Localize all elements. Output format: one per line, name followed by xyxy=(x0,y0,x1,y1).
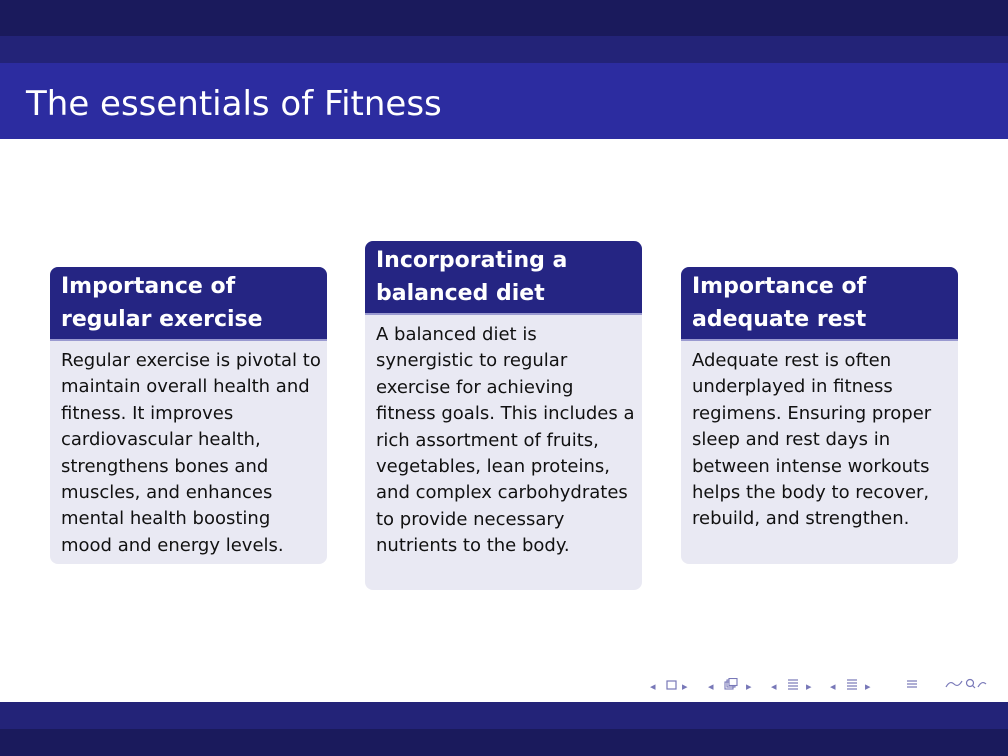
frame-icon[interactable] xyxy=(666,678,677,696)
subsection-icon[interactable] xyxy=(724,677,738,696)
block-title: Importance of regular exercise xyxy=(50,267,327,341)
next-arrow-icon[interactable]: ▸ xyxy=(682,680,688,693)
prev-arrow-icon[interactable]: ◂ xyxy=(650,680,656,693)
align-icon[interactable] xyxy=(906,678,918,696)
footer-band-bottom xyxy=(0,729,1008,756)
navigation-bar: ◂ ▸ ◂ ▸ ◂ ▸ ◂ ▸ xyxy=(650,677,1000,696)
block-adequate-rest: Importance of adequate rest Adequate res… xyxy=(681,267,958,564)
block-balanced-diet: Incorporating a balanced diet A balanced… xyxy=(365,241,642,590)
document-icon[interactable] xyxy=(846,678,858,696)
prev-arrow-icon[interactable]: ◂ xyxy=(771,680,777,693)
next-arrow-icon[interactable]: ▸ xyxy=(746,680,752,693)
search-icon[interactable] xyxy=(944,678,988,696)
prev-arrow-icon[interactable]: ◂ xyxy=(830,680,836,693)
section-icon[interactable] xyxy=(787,678,799,696)
block-body: Regular exercise is pivotal to maintain … xyxy=(61,350,321,556)
next-arrow-icon[interactable]: ▸ xyxy=(865,680,871,693)
title-bar xyxy=(0,63,1008,139)
footer-band-top xyxy=(0,702,1008,729)
block-regular-exercise: Importance of regular exercise Regular e… xyxy=(50,267,327,564)
header-band-top xyxy=(0,0,1008,36)
next-arrow-icon[interactable]: ▸ xyxy=(806,680,812,693)
frame-title: The essentials of Fitness xyxy=(26,84,442,124)
block-title: Importance of adequate rest xyxy=(681,267,958,341)
block-body: A balanced diet is synergistic to regula… xyxy=(376,324,635,557)
block-title: Incorporating a balanced diet xyxy=(365,241,642,315)
header-band-middle xyxy=(0,36,1008,63)
block-body: Adequate rest is often underplayed in fi… xyxy=(692,350,932,530)
prev-arrow-icon[interactable]: ◂ xyxy=(708,680,714,693)
